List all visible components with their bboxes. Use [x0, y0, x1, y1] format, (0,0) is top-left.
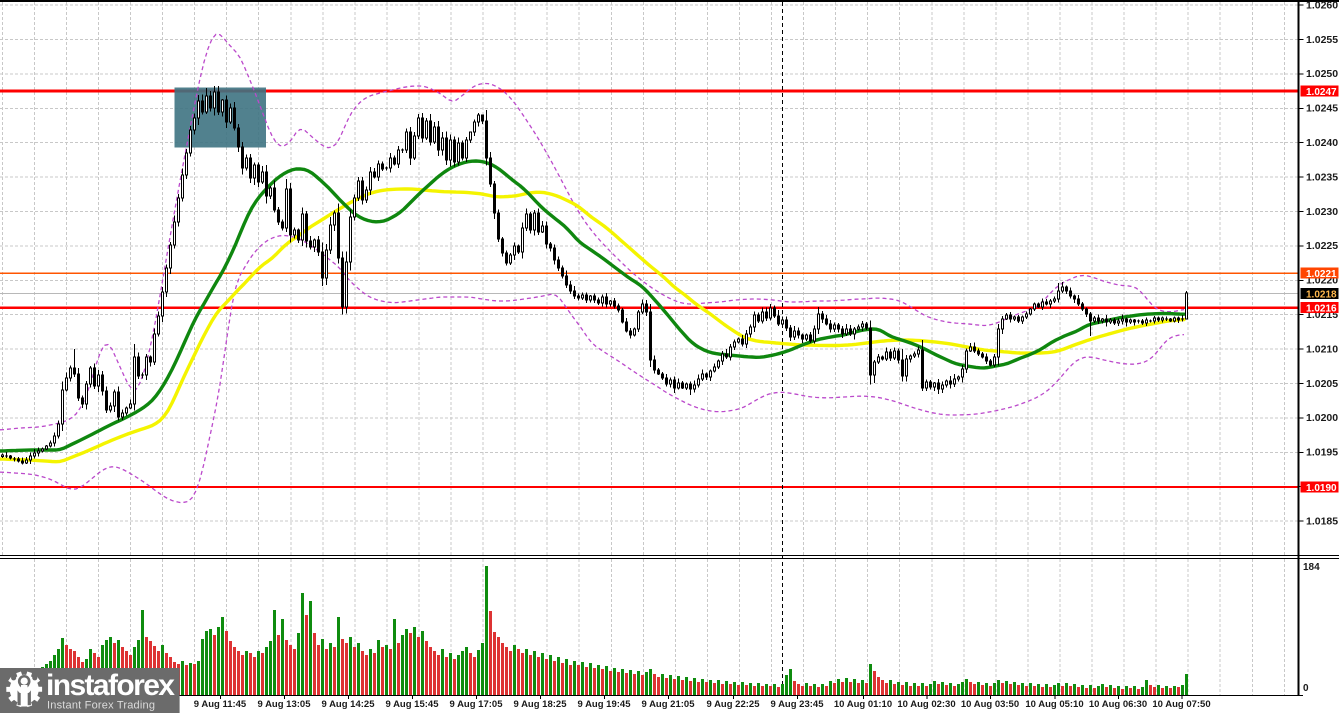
svg-text:1.0230: 1.0230 [1306, 206, 1338, 218]
svg-text:9 Aug 15:45: 9 Aug 15:45 [386, 699, 440, 710]
svg-text:10 Aug 06:30: 10 Aug 06:30 [1089, 699, 1147, 710]
svg-text:10 Aug 05:10: 10 Aug 05:10 [1025, 699, 1083, 710]
svg-text:1.0185: 1.0185 [1306, 515, 1338, 527]
svg-text:1.0250: 1.0250 [1306, 68, 1338, 80]
svg-text:10 Aug 07:50: 10 Aug 07:50 [1152, 699, 1210, 710]
svg-text:9 Aug 14:25: 9 Aug 14:25 [322, 699, 376, 710]
svg-text:9 Aug 18:25: 9 Aug 18:25 [514, 699, 568, 710]
svg-text:Instant Forex Trading: Instant Forex Trading [47, 700, 155, 712]
svg-text:1.0240: 1.0240 [1306, 137, 1338, 149]
svg-text:1.0190: 1.0190 [1306, 483, 1337, 494]
svg-text:9 Aug 21:05: 9 Aug 21:05 [642, 699, 696, 710]
svg-text:1.0205: 1.0205 [1306, 378, 1338, 390]
svg-text:1.0195: 1.0195 [1306, 447, 1338, 459]
svg-text:1.0225: 1.0225 [1306, 240, 1338, 252]
svg-text:instaforex: instaforex [46, 669, 175, 702]
svg-text:1.0245: 1.0245 [1306, 103, 1338, 115]
svg-text:9 Aug 17:05: 9 Aug 17:05 [450, 699, 504, 710]
svg-text:1.0260: 1.0260 [1306, 0, 1338, 11]
svg-text:1.0200: 1.0200 [1306, 412, 1338, 424]
svg-text:10 Aug 02:30: 10 Aug 02:30 [897, 699, 955, 710]
svg-text:1.0255: 1.0255 [1306, 34, 1338, 46]
svg-text:10 Aug 01:10: 10 Aug 01:10 [834, 699, 892, 710]
svg-text:184: 184 [1303, 562, 1320, 573]
svg-text:10 Aug 03:50: 10 Aug 03:50 [961, 699, 1019, 710]
svg-text:0: 0 [1303, 683, 1309, 694]
svg-text:1.0210: 1.0210 [1306, 343, 1338, 355]
svg-text:9 Aug 19:45: 9 Aug 19:45 [578, 699, 632, 710]
svg-text:1.0218: 1.0218 [1306, 289, 1337, 300]
svg-text:9 Aug 13:05: 9 Aug 13:05 [258, 699, 312, 710]
svg-text:1.0235: 1.0235 [1306, 171, 1338, 183]
svg-text:1.0247: 1.0247 [1306, 87, 1337, 98]
svg-text:9 Aug 23:45: 9 Aug 23:45 [771, 699, 825, 710]
svg-text:1.0216: 1.0216 [1306, 303, 1337, 314]
svg-text:9 Aug 11:45: 9 Aug 11:45 [194, 699, 247, 710]
svg-text:9 Aug 22:25: 9 Aug 22:25 [707, 699, 761, 710]
svg-text:1.0221: 1.0221 [1306, 269, 1337, 280]
